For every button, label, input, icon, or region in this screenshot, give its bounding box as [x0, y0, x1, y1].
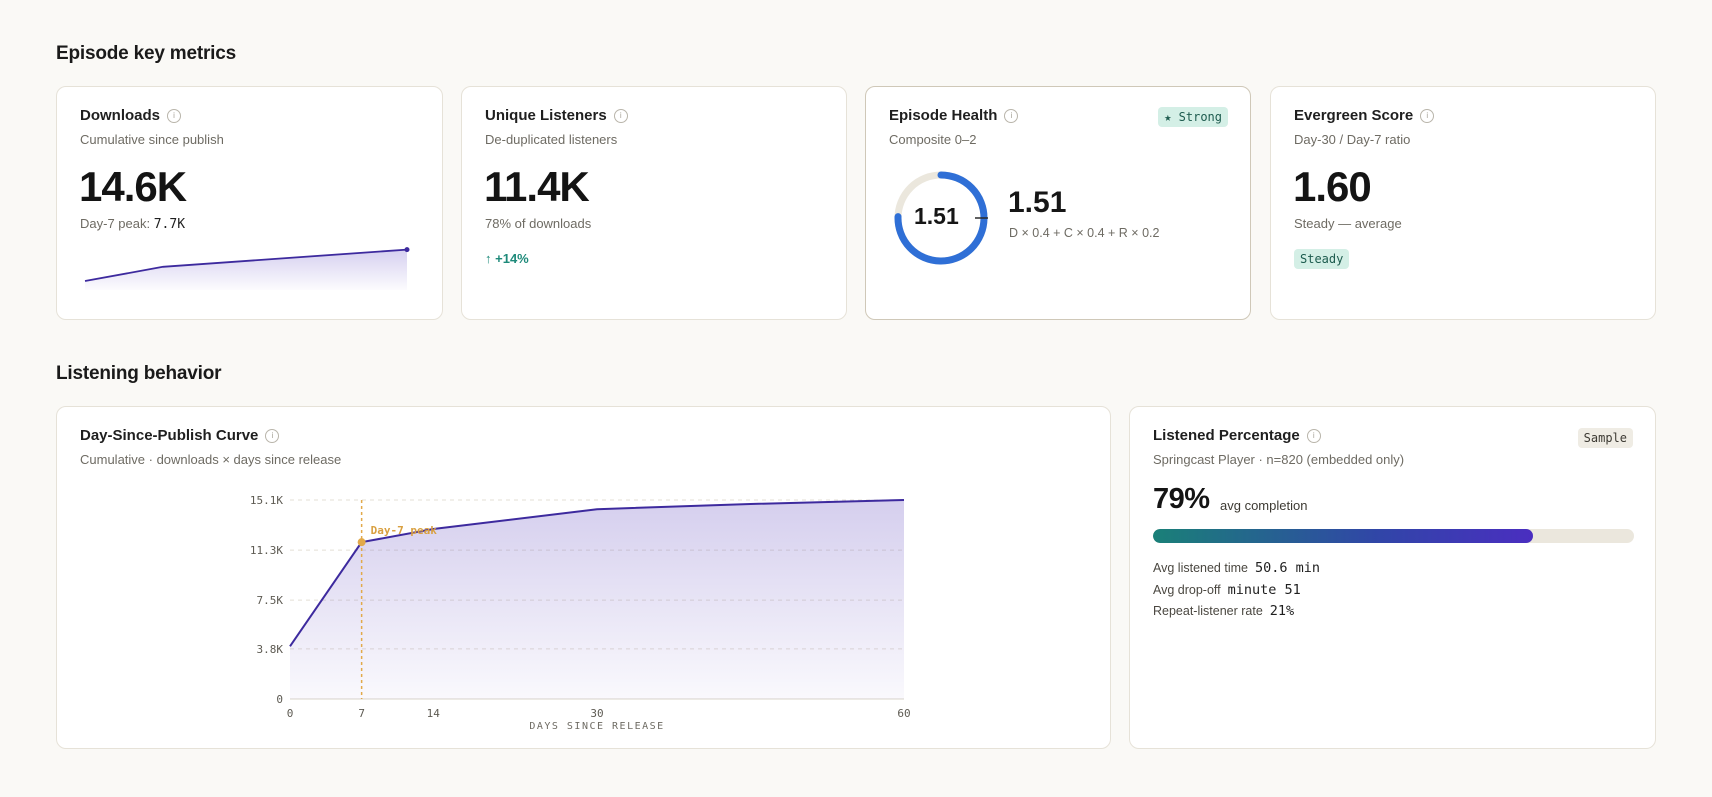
listeners-title: Unique Listeners: [485, 107, 607, 124]
peak-marker-point: [357, 538, 366, 547]
y-tick-label: 11.3K: [250, 544, 283, 557]
x-axis-label: DAYS SINCE RELEASE: [529, 721, 664, 732]
listened-value: 79%: [1153, 483, 1210, 515]
downloads-title: Downloads: [80, 107, 161, 124]
stat-avg-drop-off: Avg drop-off minute 51: [1153, 582, 1301, 598]
y-tick-label: 7.5K: [257, 594, 284, 607]
arrow-up-icon: ↑: [485, 251, 492, 266]
section-title-listening-behavior: Listening behavior: [56, 363, 222, 384]
curve-title-row: Day-Since-Publish Curve i: [80, 427, 280, 444]
health-gauge: [894, 171, 988, 265]
downloads-title-row: Downloads i: [80, 107, 182, 124]
health-badge: ★ Strong: [1158, 107, 1228, 127]
day-since-publish-card: Day-Since-Publish Curve i Cumulative · d…: [56, 406, 1111, 749]
evergreen-score-card: Evergreen Score i Day-30 / Day-7 ratio 1…: [1270, 86, 1656, 320]
downloads-value: 14.6K: [79, 163, 187, 210]
listeners-meta: 78% of downloads: [485, 216, 592, 231]
evergreen-subtitle: Day-30 / Day-7 ratio: [1294, 132, 1411, 147]
listened-title-row: Listened Percentage i: [1153, 427, 1321, 444]
curve-title: Day-Since-Publish Curve: [80, 427, 259, 444]
y-tick-label: 3.8K: [257, 643, 284, 656]
stat-label: Repeat-listener rate: [1153, 604, 1263, 618]
listeners-subtitle: De-duplicated listeners: [485, 132, 618, 147]
day-since-publish-chart: 0 3.8K 7.5K 11.3K 15.1K 0 7 14 30 60 DAYS SINCE RE…: [250, 494, 911, 732]
sparkline-area: [85, 249, 407, 290]
downloads-peak: Day-7 peak: 7.7K: [80, 216, 185, 232]
sparkline-end-point: [404, 247, 410, 253]
completion-progress-fill: [1153, 529, 1533, 543]
x-tick-label: 0: [287, 707, 294, 720]
health-value: 1.51: [1008, 186, 1067, 219]
info-icon[interactable]: i: [613, 108, 628, 123]
evergreen-title: Evergreen Score: [1294, 107, 1414, 124]
health-title-row: Episode Health i: [889, 107, 1019, 124]
downloads-peak-value: 7.7K: [153, 217, 186, 232]
peak-annotation-label: Day-7 peak: [371, 524, 438, 537]
evergreen-meta: Steady — average: [1294, 216, 1402, 231]
x-tick-label: 60: [897, 707, 910, 720]
section-title-key-metrics: Episode key metrics: [56, 43, 236, 64]
info-icon[interactable]: i: [1420, 108, 1435, 123]
stat-value: minute 51: [1227, 582, 1301, 598]
gauge-fill: [894, 171, 988, 265]
listened-title: Listened Percentage: [1153, 427, 1300, 444]
downloads-card: Downloads i Cumulative since publish 14.…: [56, 86, 443, 320]
listeners-delta: ↑ +14%: [485, 251, 529, 266]
info-icon[interactable]: i: [265, 428, 280, 443]
y-tick-label: 15.1K: [250, 494, 283, 507]
health-subtitle: Composite 0–2: [889, 132, 977, 147]
downloads-sparkline: [84, 247, 410, 290]
curve-subtitle: Cumulative · downloads × days since rele…: [80, 452, 342, 467]
listeners-title-row: Unique Listeners i: [485, 107, 628, 124]
unique-listeners-card: Unique Listeners i De-duplicated listene…: [461, 86, 847, 320]
listeners-value: 11.4K: [484, 163, 590, 210]
completion-progress-bar: [1153, 529, 1634, 543]
stat-label: Avg drop-off: [1153, 583, 1221, 597]
stat-value: 21%: [1269, 603, 1295, 619]
sparkline-line: [84, 248, 408, 282]
stat-value: 50.6 min: [1254, 560, 1320, 576]
listeners-delta-value: +14%: [495, 251, 529, 266]
evergreen-badge: Steady: [1294, 249, 1350, 269]
y-tick-label: 0: [276, 693, 283, 706]
x-tick-label: 7: [358, 707, 365, 720]
downloads-peak-label: Day-7 peak:: [80, 216, 151, 231]
health-title: Episode Health: [889, 107, 998, 124]
stat-label: Avg listened time: [1153, 561, 1248, 575]
episode-health-card: Episode Health i Composite 0–2 ★ Strong …: [865, 86, 1251, 320]
health-formula: D × 0.4 + C × 0.4 + R × 0.2: [1009, 226, 1160, 240]
listened-value-label: avg completion: [1220, 498, 1308, 513]
info-icon[interactable]: i: [1004, 108, 1019, 123]
info-icon[interactable]: i: [1306, 428, 1321, 443]
x-tick-label: 14: [427, 707, 441, 720]
info-icon[interactable]: i: [167, 108, 182, 123]
evergreen-value: 1.60: [1293, 163, 1372, 210]
curve-area: [290, 500, 904, 699]
x-tick-label: 30: [590, 707, 603, 720]
listened-percentage-card: Listened Percentage i Springcast Player …: [1129, 406, 1656, 749]
listened-subtitle: Springcast Player · n=820 (embedded only…: [1153, 452, 1405, 467]
curve-line: [289, 499, 905, 647]
evergreen-title-row: Evergreen Score i: [1294, 107, 1435, 124]
stat-avg-listened-time: Avg listened time 50.6 min: [1153, 560, 1320, 576]
listened-badge: Sample: [1577, 428, 1633, 448]
downloads-subtitle: Cumulative since publish: [80, 132, 224, 147]
health-gauge-value: 1.51: [914, 203, 959, 229]
stat-repeat-listener-rate: Repeat-listener rate 21%: [1153, 603, 1294, 619]
